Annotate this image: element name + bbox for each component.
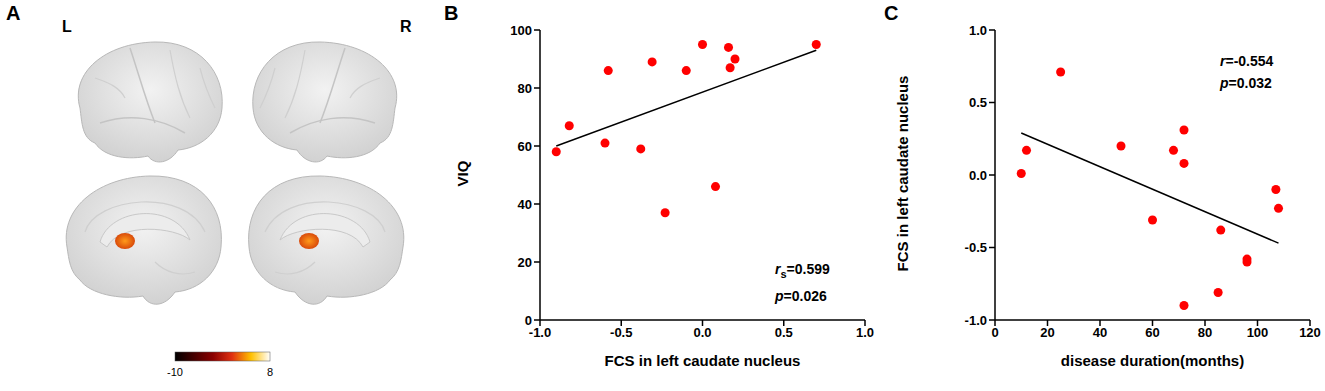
svg-text:0: 0 [525, 313, 532, 328]
svg-text:0.5: 0.5 [969, 95, 987, 110]
html-text:B: B [444, 2, 459, 24]
svg-text:120: 120 [1299, 325, 1321, 340]
svg-text:60: 60 [1145, 325, 1159, 340]
svg-text:1.0: 1.0 [969, 23, 987, 38]
svg-text:0.0: 0.0 [693, 325, 711, 340]
svg-text:100: 100 [510, 23, 532, 38]
svg-text:-1.0: -1.0 [529, 325, 551, 340]
html-text:rs=0.599: rs=0.599 [775, 261, 830, 280]
svg-text:20: 20 [518, 255, 532, 270]
svg-text:-0.5: -0.5 [610, 325, 632, 340]
svg-text:80: 80 [1198, 325, 1212, 340]
html-text:VIQ: VIQ [453, 160, 471, 187]
svg-text:20: 20 [1040, 325, 1054, 340]
html-text:C: C [884, 2, 899, 24]
svg-text:R: R [400, 18, 412, 35]
svg-text:1.0: 1.0 [856, 325, 874, 340]
svg-text:-1.0: -1.0 [965, 313, 987, 328]
svg-text:80: 80 [518, 81, 532, 96]
svg-text:0: 0 [991, 325, 998, 340]
svg-text:0.5: 0.5 [775, 325, 793, 340]
html-text:p =0.032: p =0.032 [1220, 75, 1272, 91]
svg-text:8: 8 [267, 366, 273, 378]
svg-text:A: A [6, 2, 20, 24]
svg-text:0.0: 0.0 [969, 168, 987, 183]
svg-text:L: L [62, 18, 72, 35]
html-text:p =0.026: p =0.026 [775, 287, 827, 304]
svg-text:60: 60 [518, 139, 532, 154]
svg-text:-0.5: -0.5 [965, 240, 987, 255]
html-text:disease duration(months): disease duration(months) [1060, 352, 1245, 369]
html-text:r =-0.554: r =-0.554 [1220, 53, 1274, 69]
svg-text:100: 100 [1247, 325, 1269, 340]
html-text:FCS in left caudate nucleus: FCS in left caudate nucleus [893, 75, 911, 272]
svg-text:40: 40 [1093, 325, 1107, 340]
html-text:FCS in left caudate nucleus: FCS in left caudate nucleus [604, 352, 801, 369]
svg-text:-10: -10 [167, 366, 183, 378]
svg-text:40: 40 [518, 197, 532, 212]
